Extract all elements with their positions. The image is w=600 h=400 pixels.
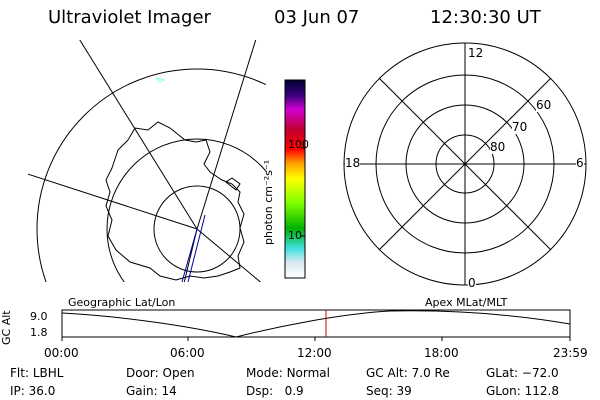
instrument-title: Ultraviolet Imager [48, 7, 211, 28]
info-flt: Flt: LBHL [10, 366, 64, 380]
colorbar-unit: photon cm⁻²s⁻¹ [262, 159, 275, 245]
info-gc-alt: GC Alt: 7.0 Re [366, 366, 450, 380]
date-label: 03 Jun 07 [274, 7, 360, 28]
mlat-map-label: Apex MLat/MLT [425, 296, 508, 309]
mlt-label-18: 18 [345, 156, 361, 170]
info-gain: Gain: 14 [126, 384, 177, 398]
mlt-label-6: 6 [576, 156, 584, 170]
lat-label-80: 80 [490, 140, 506, 154]
colorbar-tick-10: 10 [288, 229, 302, 242]
altitude-xtick-2: 12:00 [297, 346, 332, 360]
info-door: Door: Open [126, 366, 195, 380]
info-glat: GLat: −72.0 [486, 366, 559, 380]
lat-label-60: 60 [536, 98, 552, 112]
info-ip: IP: 36.0 [10, 384, 56, 398]
lat-label-70: 70 [512, 120, 528, 134]
altitude-ytick-min: 1.8 [30, 326, 48, 339]
altitude-xtick-3: 18:00 [424, 346, 459, 360]
colorbar-tick-100: 100 [288, 138, 309, 151]
mlat-mlt-map [343, 42, 587, 286]
mlt-label-12: 12 [468, 46, 484, 60]
colorbar [284, 79, 306, 279]
time-label: 12:30:30 UT [430, 7, 541, 28]
altitude-xtick-1: 06:00 [170, 346, 205, 360]
geographic-map [28, 40, 266, 283]
altitude-plot [61, 309, 571, 341]
altitude-xtick-4: 23:59 [553, 346, 588, 360]
altitude-ylabel: GC Alt [0, 310, 13, 345]
info-mode: Mode: Normal [246, 366, 330, 380]
mlt-label-0: 0 [468, 276, 476, 290]
altitude-xtick-0: 00:00 [44, 346, 79, 360]
info-glon: GLon: 112.8 [486, 384, 559, 398]
altitude-ytick-max: 9.0 [30, 310, 48, 323]
info-seq: Seq: 39 [366, 384, 412, 398]
info-dsp: Dsp: 0.9 [246, 384, 304, 398]
geographic-map-label: Geographic Lat/Lon [68, 296, 176, 309]
